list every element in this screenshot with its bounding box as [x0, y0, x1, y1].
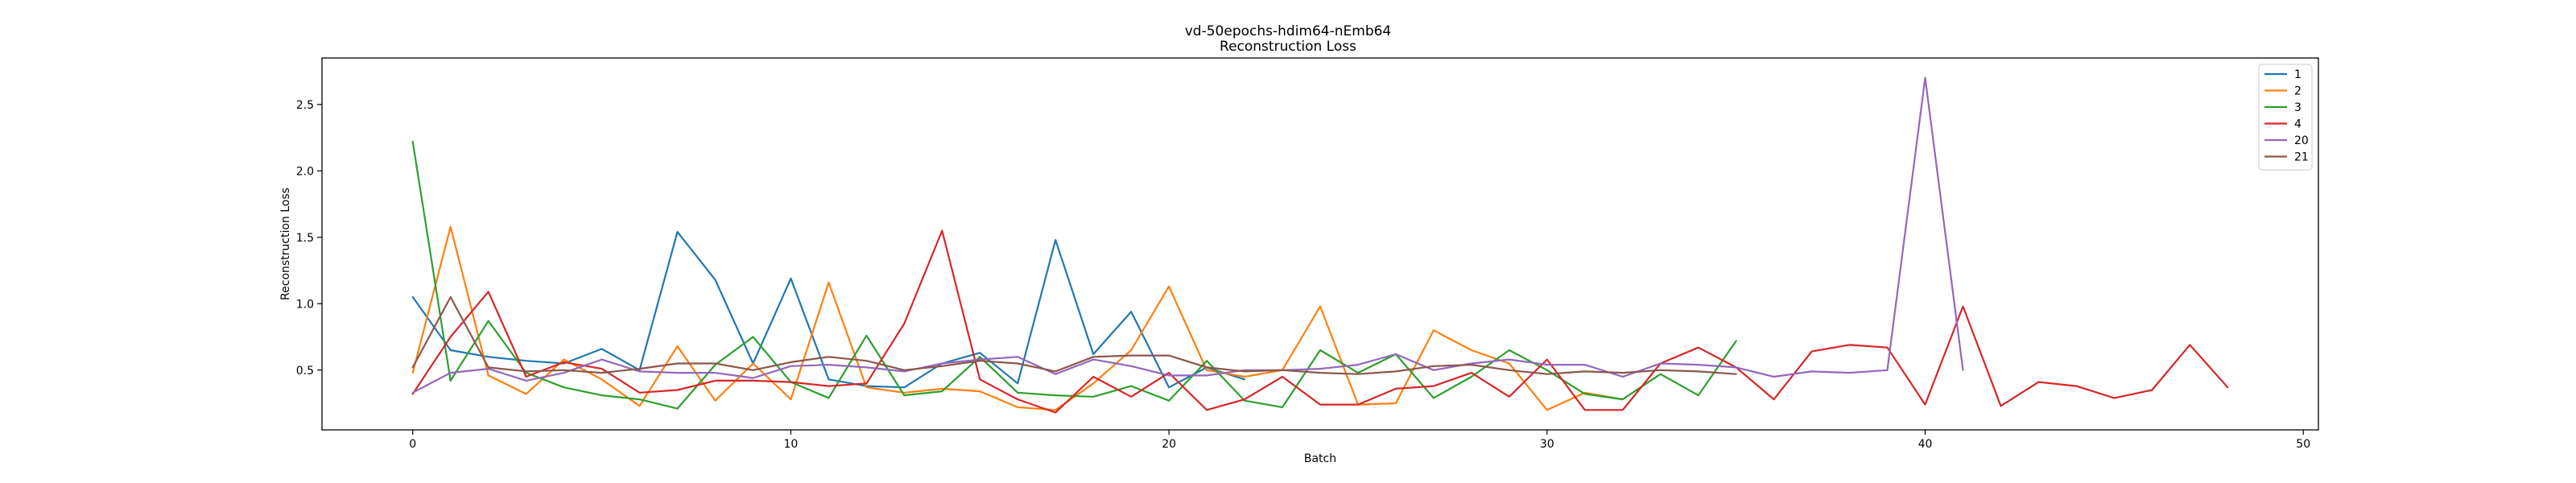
- series-lines: [411, 76, 2229, 414]
- chart-subtitle: Reconstruction Loss: [1220, 39, 1356, 55]
- legend-label-2: 2: [2294, 85, 2301, 98]
- x-tick-label: 10: [784, 438, 799, 451]
- y-tick-label: 2.0: [296, 165, 314, 178]
- legend-label-3: 3: [2294, 101, 2301, 114]
- y-tick-label: 1.0: [296, 298, 314, 311]
- x-tick-label: 30: [1540, 438, 1554, 451]
- x-tick-label: 50: [2296, 438, 2310, 451]
- series-line-2: [411, 225, 1624, 411]
- legend-label-1: 1: [2294, 68, 2301, 81]
- series-line-1: [411, 231, 1246, 389]
- series-line-4: [411, 229, 2229, 414]
- legend-label-21: 21: [2294, 151, 2309, 164]
- x-axis-label: Batch: [1304, 452, 1336, 465]
- chart-title: vd-50epochs-hdim64-nEmb64: [1185, 23, 1392, 39]
- y-axis: 0.5 1.0 1.5 2.0 2.5: [296, 99, 322, 378]
- x-tick-label: 20: [1162, 438, 1176, 451]
- y-tick-label: 2.5: [296, 99, 314, 112]
- series-line-20: [411, 76, 1964, 394]
- legend-label-20: 20: [2294, 134, 2309, 147]
- series-line-3: [411, 140, 1737, 410]
- x-axis: 0 10 20 30 40 50: [409, 430, 2310, 451]
- x-tick-label: 0: [409, 438, 416, 451]
- y-tick-label: 0.5: [296, 365, 314, 378]
- x-tick-label: 40: [1918, 438, 1933, 451]
- legend-label-4: 4: [2294, 118, 2301, 131]
- legend: 1 2 3 4 20 21: [2258, 64, 2313, 171]
- series-line-21: [411, 295, 1737, 375]
- y-tick-label: 1.5: [296, 232, 314, 245]
- axes-frame: [321, 57, 2319, 431]
- y-axis-label: Reconstruction Loss: [279, 188, 292, 300]
